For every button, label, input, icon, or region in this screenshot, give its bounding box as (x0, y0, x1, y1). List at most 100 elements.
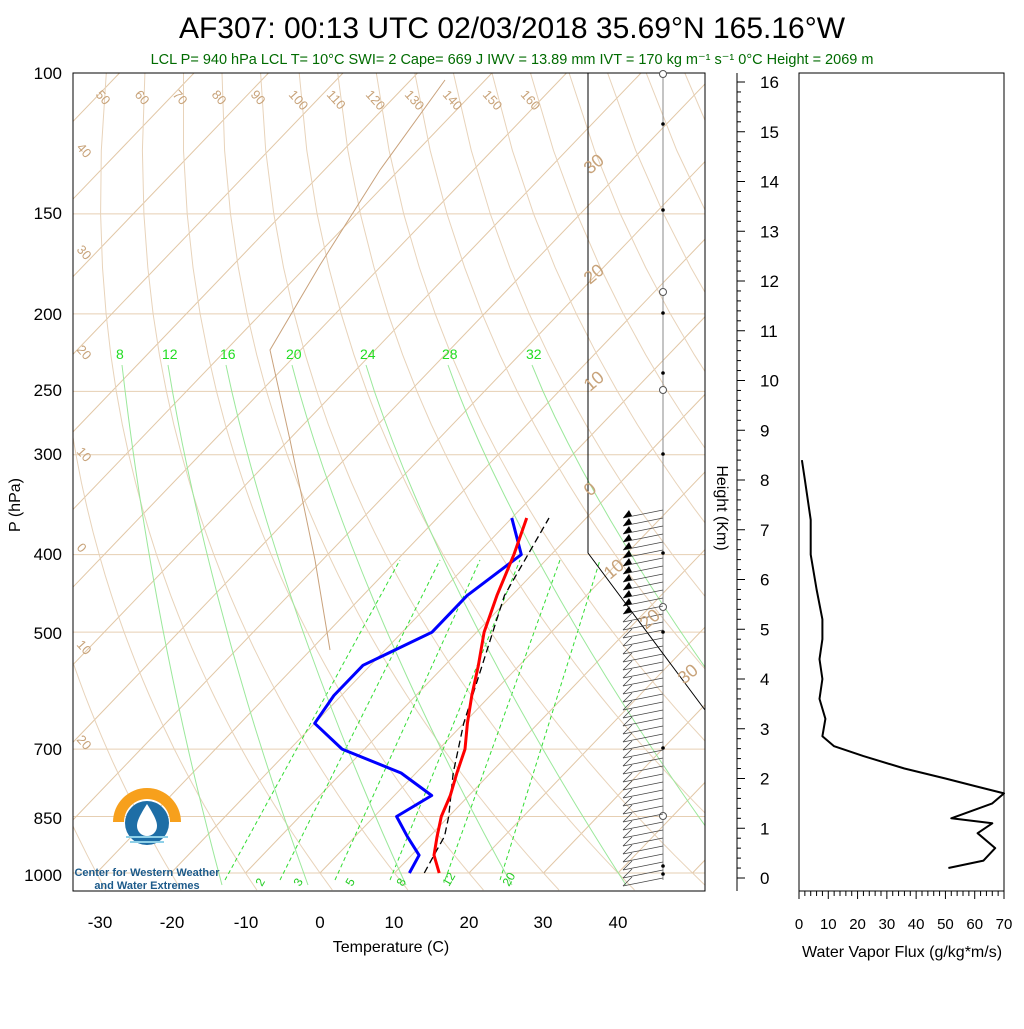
flux-axis-label: Water Vapor Flux (g/kg*m/s) (802, 944, 1002, 961)
height-tick-label: 1 (760, 819, 769, 838)
flux-line (802, 460, 1004, 868)
height-axis-label: Height (Km) (713, 465, 730, 550)
mixing-ratio-line (225, 560, 400, 880)
wind-dot (661, 551, 665, 555)
height-tick-label: 13 (760, 222, 779, 241)
isotherm-line (0, 73, 567, 873)
wind-barb (623, 782, 663, 790)
parcel-line (424, 518, 549, 873)
wind-dot (661, 630, 665, 634)
mixing-label: 16 (220, 346, 236, 362)
height-tick-label: 10 (760, 372, 779, 391)
wind-barb (623, 854, 663, 862)
pressure-axis: 100 150 200 250 300 400 500 700 850 1000… (7, 64, 62, 885)
wind-barb (623, 790, 663, 798)
theta-label: 70 (170, 87, 191, 108)
mixing-label: 8 (393, 875, 409, 888)
dry-adiabat-line (261, 73, 635, 890)
mixing-label: 8 (116, 346, 124, 362)
mixing-ratio-line (335, 560, 480, 880)
height-tick-label: 9 (760, 421, 769, 440)
isotherm-label: 20 (74, 732, 95, 753)
wind-barb (623, 694, 663, 702)
wind-barb (623, 838, 663, 846)
wind-calm-circle (660, 604, 667, 611)
height-tick-label: 6 (760, 571, 769, 590)
mixing-label: 12 (162, 346, 178, 362)
flux-tick-label: 10 (820, 916, 837, 933)
dry-adiabat-line (608, 73, 1024, 890)
isotherm-label: 30 (674, 660, 702, 688)
moist-adiabat-line (448, 365, 748, 885)
moist-adiabat-line (366, 365, 626, 885)
wind-dot (661, 208, 665, 212)
wind-dot (661, 122, 665, 126)
theta-label: 60 (132, 87, 153, 108)
mixing-label: 32 (526, 346, 542, 362)
isotherm-label: 0 (74, 540, 90, 555)
theta-label: 50 (93, 87, 114, 108)
wind-barb (623, 774, 663, 782)
dry-adiabat-line (685, 73, 1024, 890)
wind-dot (661, 311, 665, 315)
dry-adiabat-line (57, 73, 256, 890)
isotherm-labels: 40 30 20 10 0 10 20 30 20 10 0 10 20 30 (74, 140, 702, 753)
isotherm-line (469, 73, 1024, 873)
flux-tick-label: 20 (849, 916, 866, 933)
flux-profile (802, 460, 1004, 868)
isotherm-label: 30 (74, 242, 95, 263)
flux-tick-label: 30 (879, 916, 896, 933)
height-tick-label: 16 (760, 73, 779, 92)
temperature-axis: -30 -20 -10 0 10 20 30 40 Temperature (C… (88, 913, 628, 956)
wind-dot (661, 371, 665, 375)
t-tick-10: 10 (385, 913, 404, 932)
flux-tick-label: 70 (996, 916, 1013, 933)
wind-barb (623, 662, 663, 670)
isotherm-label: 40 (74, 140, 95, 161)
isotherm-line (246, 73, 1014, 873)
t-tick-20: 20 (460, 913, 479, 932)
skewt-panel (0, 71, 1024, 892)
isotherm-label: 10 (74, 637, 95, 658)
mixing-ratio-line (445, 560, 560, 880)
dry-adiabat-line (492, 73, 1024, 890)
isotherm-label: 10 (600, 555, 628, 583)
wind-calm-circle (660, 71, 667, 78)
t-tick-m30: -30 (88, 913, 113, 932)
moist-adiabat-line (168, 365, 308, 885)
wind-barb (623, 862, 663, 870)
figure-subtitle: LCL P= 940 hPa LCL T= 10°C SWI= 2 Cape= … (151, 52, 874, 68)
isotherm-line (693, 73, 1024, 873)
wind-barb (623, 766, 663, 774)
mixing-label: 24 (360, 346, 376, 362)
wind-barb (623, 630, 663, 638)
wind-barb (623, 678, 663, 686)
theta-label: 110 (324, 87, 349, 112)
isotherm-line (618, 73, 1024, 873)
logo-line1: Center for Western Weather (74, 867, 220, 879)
logo-line2: and Water Extremes (94, 880, 199, 892)
wind-calm-circle (660, 813, 667, 820)
wind-dot (661, 872, 665, 876)
t-tick-m20: -20 (160, 913, 185, 932)
dry-adiabat-line (142, 73, 408, 890)
mixing-ratio-line (500, 560, 600, 880)
wind-dot (661, 864, 665, 868)
flux-tick-label: 0 (795, 916, 803, 933)
wind-dot (661, 452, 665, 456)
mixing-label: 3 (290, 875, 306, 888)
mixing-label: 20 (286, 346, 302, 362)
height-tick-label: 14 (760, 173, 779, 192)
flux-tick-label: 40 (908, 916, 925, 933)
wind-barb (623, 646, 663, 654)
wind-barb (623, 654, 663, 662)
t-tick-30: 30 (534, 913, 553, 932)
p-tick-1000: 1000 (24, 866, 62, 885)
isotherm-line (97, 73, 865, 873)
height-tick-label: 3 (760, 720, 769, 739)
p-tick-250: 250 (34, 381, 62, 400)
